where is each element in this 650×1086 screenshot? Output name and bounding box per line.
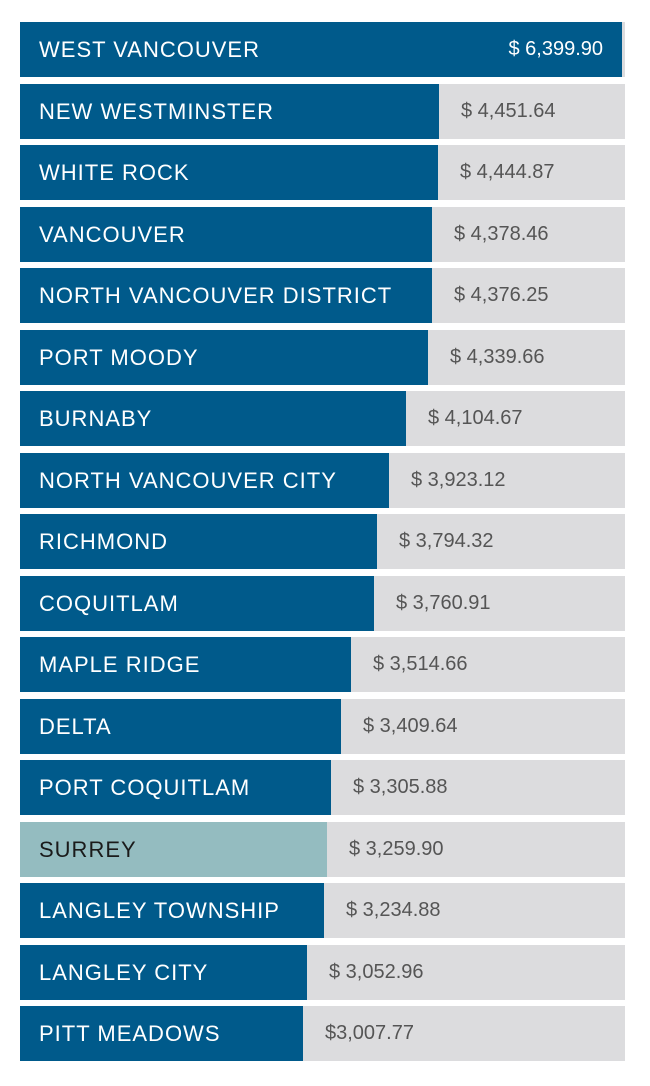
bar-row: WEST VANCOUVER $ 6,399.90	[20, 22, 625, 77]
value-label: $ 3,514.66	[373, 653, 468, 675]
category-label: PITT MEADOWS	[39, 1021, 221, 1046]
category-label: NORTH VANCOUVER CITY	[39, 467, 337, 493]
value-label: $ 3,794.32	[399, 530, 494, 552]
category-label: MAPLE RIDGE	[39, 652, 201, 677]
value-label: $ 4,444.87	[460, 161, 555, 183]
bar-row: DELTA $ 3,409.64	[20, 698, 625, 754]
bar	[20, 575, 374, 631]
value-label: $ 3,052.96	[329, 960, 424, 983]
bar	[20, 760, 331, 815]
bar-row: SURREY $ 3,259.90	[20, 821, 625, 877]
category-label: WEST VANCOUVER	[39, 37, 260, 62]
category-label: LANGLEY TOWNSHIP	[39, 898, 280, 923]
bar	[20, 698, 341, 754]
bar-row: WHITE ROCK $ 4,444.87	[20, 145, 625, 200]
category-label: NEW WESTMINSTER	[39, 98, 274, 124]
category-label: VANCOUVER	[39, 221, 186, 247]
value-label: $ 4,378.46	[454, 222, 549, 245]
bar	[20, 268, 432, 323]
value-label: $ 3,409.64	[363, 714, 458, 737]
bar	[20, 145, 438, 200]
value-label: $3,007.77	[325, 1022, 414, 1044]
bar	[20, 1006, 303, 1061]
category-label: SURREY	[39, 836, 137, 862]
bar	[20, 452, 389, 508]
value-label: $ 3,259.90	[349, 837, 444, 860]
category-label: NORTH VANCOUVER DISTRICT	[39, 283, 393, 308]
bar-row: COQUITLAM $ 3,760.91	[20, 575, 625, 631]
category-label: LANGLEY CITY	[39, 959, 209, 985]
category-label: PORT COQUITLAM	[39, 775, 251, 800]
value-label: $ 4,339.66	[450, 345, 545, 368]
bar	[20, 206, 432, 262]
value-label: $ 3,234.88	[346, 899, 441, 921]
category-label: COQUITLAM	[39, 590, 179, 616]
bar-row: VANCOUVER $ 4,378.46	[20, 206, 625, 262]
bar-row: LANGLEY TOWNSHIP $ 3,234.88	[20, 883, 625, 938]
category-label: RICHMOND	[39, 529, 168, 554]
value-label: $ 4,451.64	[461, 99, 556, 122]
bar	[20, 514, 377, 569]
category-label: WHITE ROCK	[39, 160, 190, 185]
bar-row: RICHMOND $ 3,794.32	[20, 514, 625, 569]
category-label: BURNABY	[39, 406, 153, 431]
bar-row: PORT COQUITLAM $ 3,305.88	[20, 760, 625, 815]
bar-row: NEW WESTMINSTER $ 4,451.64	[20, 83, 625, 139]
value-label: $ 3,305.88	[353, 776, 448, 798]
value-label: $ 3,760.91	[396, 591, 491, 614]
value-label: $ 4,104.67	[428, 407, 523, 429]
bar-row: NORTH VANCOUVER CITY $ 3,923.12	[20, 452, 625, 508]
bar	[20, 883, 324, 938]
category-label: PORT MOODY	[39, 344, 199, 370]
bar	[20, 821, 327, 877]
bar-chart: WEST VANCOUVER $ 6,399.90 NEW WESTMINSTER $…	[20, 22, 625, 1068]
bar	[20, 22, 622, 77]
bar	[20, 637, 351, 692]
bar-row: MAPLE RIDGE $ 3,514.66	[20, 637, 625, 692]
category-label: DELTA	[39, 713, 112, 739]
bar-row: PORT MOODY $ 4,339.66	[20, 329, 625, 385]
value-label: $ 6,399.90	[508, 38, 603, 60]
bar	[20, 391, 406, 446]
bar-row: NORTH VANCOUVER DISTRICT $ 4,376.25	[20, 268, 625, 323]
value-label: $ 3,923.12	[411, 468, 506, 491]
bar-row: BURNABY $ 4,104.67	[20, 391, 625, 446]
bar-row: LANGLEY CITY $ 3,052.96	[20, 944, 625, 1000]
bar	[20, 83, 439, 139]
bar-row: PITT MEADOWS $3,007.77	[20, 1006, 625, 1061]
value-label: $ 4,376.25	[454, 284, 549, 306]
bar	[20, 329, 428, 385]
bar	[20, 944, 307, 1000]
